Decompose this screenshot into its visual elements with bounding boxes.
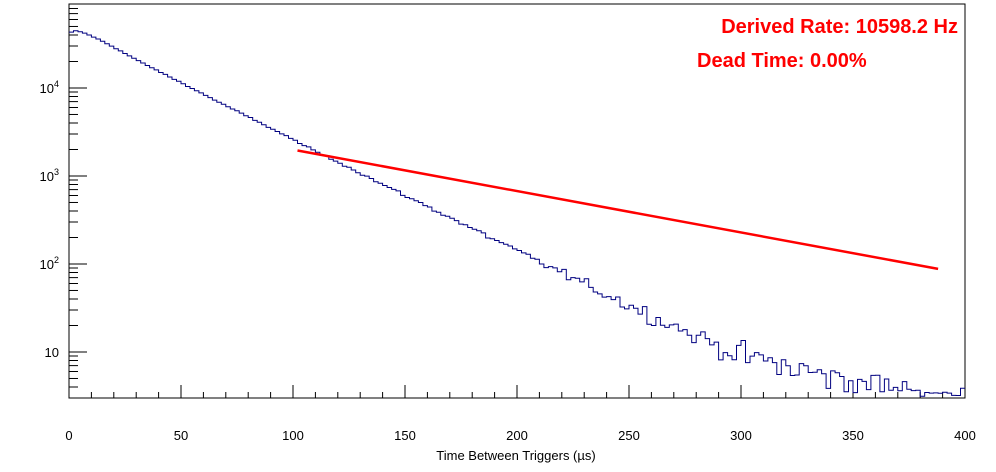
x-tick-label: 100	[282, 428, 304, 443]
y-tick-label: 103	[40, 167, 59, 184]
x-tick-label: 250	[618, 428, 640, 443]
ticks	[68, 3, 966, 399]
x-axis-title: Time Between Triggers (µs)	[436, 448, 595, 463]
x-tick-label: 150	[394, 428, 416, 443]
y-tick-labels: 10 102 103 104	[40, 79, 59, 360]
y-tick-label: 102	[40, 255, 59, 272]
x-tick-label: 400	[954, 428, 976, 443]
y-tick-label: 10	[45, 345, 59, 360]
derived-rate-label: Derived Rate: 10598.2 Hz	[721, 16, 958, 38]
histogram-series	[69, 30, 965, 397]
x-tick-label: 350	[842, 428, 864, 443]
x-tick-label: 0	[65, 428, 72, 443]
fit-line	[297, 149, 939, 271]
y-tick-label: 104	[40, 79, 59, 96]
x-tick-label: 300	[730, 428, 752, 443]
x-tick-label: 200	[506, 428, 528, 443]
dead-time-label: Dead Time: 0.00%	[697, 50, 867, 72]
x-tick-label: 50	[174, 428, 188, 443]
x-tick-labels: 0 50 100 150 200 250 300 350 400	[65, 428, 975, 443]
